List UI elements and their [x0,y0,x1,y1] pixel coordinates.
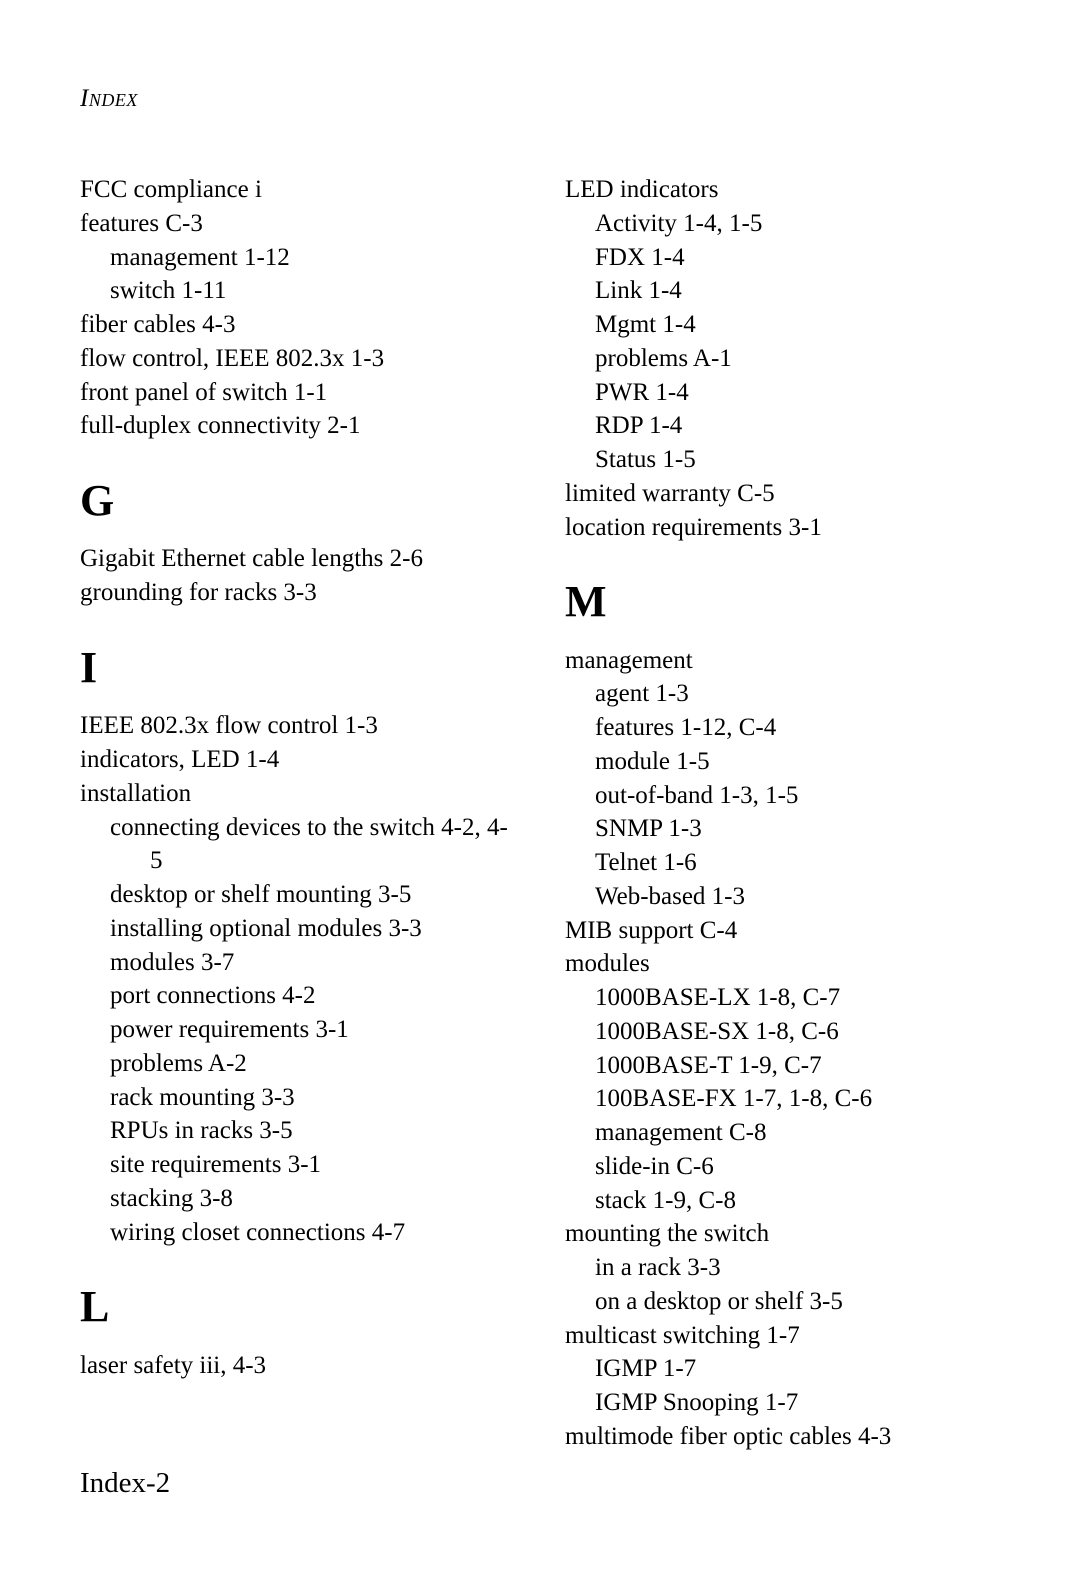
index-entry: in a rack 3-3 [565,1251,1000,1285]
index-entry: location requirements 3-1 [565,511,1000,545]
index-entry: FCC compliance i [80,173,515,207]
page-number: Index-2 [80,1467,170,1500]
index-entry: management [565,644,1000,678]
index-entry: IEEE 802.3x flow control 1-3 [80,709,515,743]
section-f-continued: FCC compliance ifeatures C-3management 1… [80,173,515,443]
index-entry: on a desktop or shelf 3-5 [565,1285,1000,1319]
index-entry: 1000BASE-LX 1-8, C-7 [565,981,1000,1015]
section-l-entries-right: LED indicatorsActivity 1-4, 1-5FDX 1-4Li… [565,173,1000,544]
index-entry: 1000BASE-SX 1-8, C-6 [565,1015,1000,1049]
right-column: LED indicatorsActivity 1-4, 1-5FDX 1-4Li… [565,173,1000,1454]
section-m-entries: managementagent 1-3features 1-12, C-4mod… [565,644,1000,1454]
index-entry: problems A-2 [80,1047,515,1081]
index-entry: connecting devices to the switch 4-2, 4-… [80,811,515,879]
section-i-entries: IEEE 802.3x flow control 1-3indicators, … [80,709,515,1249]
index-entry: features 1-12, C-4 [565,711,1000,745]
section-letter-i: I [80,638,515,697]
index-entry: Mgmt 1-4 [565,308,1000,342]
index-entry: fiber cables 4-3 [80,308,515,342]
index-entry: stacking 3-8 [80,1182,515,1216]
index-entry: installing optional modules 3-3 [80,912,515,946]
index-entry: Telnet 1-6 [565,846,1000,880]
index-entry: multicast switching 1-7 [565,1319,1000,1353]
index-entry: desktop or shelf mounting 3-5 [80,878,515,912]
index-entry: agent 1-3 [565,677,1000,711]
index-entry: Activity 1-4, 1-5 [565,207,1000,241]
index-entry: laser safety iii, 4-3 [80,1349,515,1383]
index-entry: RPUs in racks 3-5 [80,1114,515,1148]
index-entry: full-duplex connectivity 2-1 [80,409,515,443]
index-entry: front panel of switch 1-1 [80,376,515,410]
index-entry: IGMP 1-7 [565,1352,1000,1386]
left-column: FCC compliance ifeatures C-3management 1… [80,173,515,1454]
section-letter-l: L [80,1277,515,1336]
index-entry: Web-based 1-3 [565,880,1000,914]
index-entry: grounding for racks 3-3 [80,576,515,610]
index-entry: switch 1-11 [80,274,515,308]
index-entry: management C-8 [565,1116,1000,1150]
index-entry: multimode fiber optic cables 4-3 [565,1420,1000,1454]
index-entry: 1000BASE-T 1-9, C-7 [565,1049,1000,1083]
index-entry: modules [565,947,1000,981]
index-entry: power requirements 3-1 [80,1013,515,1047]
index-entry: PWR 1-4 [565,376,1000,410]
section-g-entries: Gigabit Ethernet cable lengths 2-6ground… [80,542,515,610]
index-entry: installation [80,777,515,811]
index-entry: MIB support C-4 [565,914,1000,948]
index-entry: management 1-12 [80,241,515,275]
index-entry: port connections 4-2 [80,979,515,1013]
index-entry: flow control, IEEE 802.3x 1-3 [80,342,515,376]
index-entry: site requirements 3-1 [80,1148,515,1182]
index-entry: features C-3 [80,207,515,241]
index-entry: Status 1-5 [565,443,1000,477]
index-entry: wiring closet connections 4-7 [80,1216,515,1250]
index-entry: slide-in C-6 [565,1150,1000,1184]
index-entry: IGMP Snooping 1-7 [565,1386,1000,1420]
index-entry: LED indicators [565,173,1000,207]
section-letter-g: G [80,471,515,530]
page-header: Index [80,85,1000,113]
index-entry: out-of-band 1-3, 1-5 [565,779,1000,813]
section-letter-m: M [565,572,1000,631]
index-entry: problems A-1 [565,342,1000,376]
index-entry: limited warranty C-5 [565,477,1000,511]
index-entry: modules 3-7 [80,946,515,980]
index-entry: Link 1-4 [565,274,1000,308]
index-columns: FCC compliance ifeatures C-3management 1… [80,173,1000,1454]
section-l-entries-left: laser safety iii, 4-3 [80,1349,515,1383]
index-entry: module 1-5 [565,745,1000,779]
index-entry: indicators, LED 1-4 [80,743,515,777]
index-entry: SNMP 1-3 [565,812,1000,846]
index-entry: 100BASE-FX 1-7, 1-8, C-6 [565,1082,1000,1116]
index-entry: rack mounting 3-3 [80,1081,515,1115]
index-entry: stack 1-9, C-8 [565,1184,1000,1218]
index-entry: Gigabit Ethernet cable lengths 2-6 [80,542,515,576]
index-entry: mounting the switch [565,1217,1000,1251]
index-entry: FDX 1-4 [565,241,1000,275]
index-entry: RDP 1-4 [565,409,1000,443]
